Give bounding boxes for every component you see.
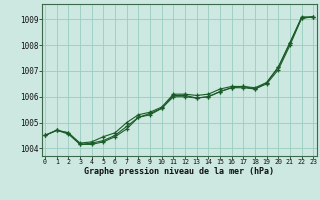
- X-axis label: Graphe pression niveau de la mer (hPa): Graphe pression niveau de la mer (hPa): [84, 167, 274, 176]
